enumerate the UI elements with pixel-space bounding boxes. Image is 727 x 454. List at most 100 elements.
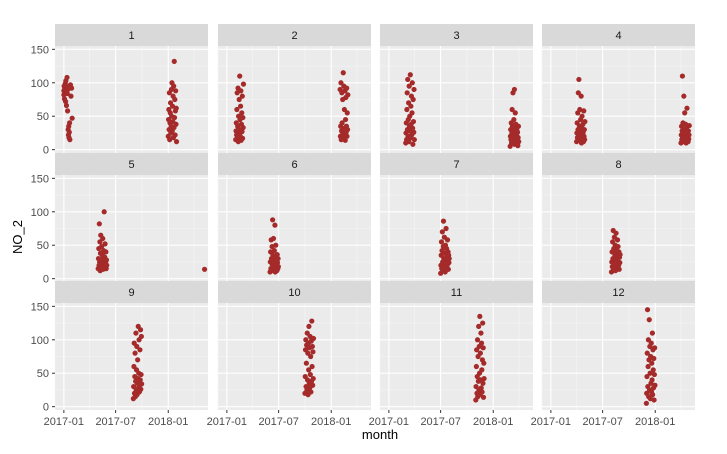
x-tick-label: 2017-07 — [95, 416, 135, 428]
data-point — [138, 333, 144, 340]
data-point — [272, 222, 278, 228]
facet-strip — [218, 153, 371, 175]
data-point — [344, 133, 350, 139]
data-point — [410, 141, 416, 147]
data-point — [438, 239, 445, 245]
data-point — [173, 139, 180, 145]
data-point — [273, 242, 279, 248]
data-point — [582, 118, 588, 125]
data-point — [344, 85, 350, 91]
data-point — [339, 120, 345, 126]
x-axis-title: month — [362, 427, 398, 442]
data-point — [68, 93, 74, 99]
data-point — [345, 92, 351, 98]
data-point — [135, 357, 141, 363]
data-point — [173, 105, 179, 111]
data-point — [446, 255, 452, 262]
facet-strip-label: 8 — [615, 159, 621, 171]
data-point — [306, 367, 312, 373]
data-point — [480, 320, 486, 326]
data-point — [478, 330, 484, 336]
data-point — [103, 257, 110, 263]
facet-strip — [380, 281, 533, 303]
data-point — [344, 110, 350, 116]
facet-strip — [55, 153, 208, 175]
facet-strip-label: 4 — [615, 30, 621, 42]
facet-strip-label: 6 — [291, 159, 297, 171]
facet-panel-10: 10 2017-01 2017-07 2018-01 — [207, 281, 371, 428]
x-tick-label: 2017-01 — [531, 416, 571, 428]
data-point — [201, 266, 208, 272]
data-point — [409, 110, 415, 116]
data-point — [307, 371, 313, 378]
data-point — [480, 345, 486, 351]
data-point — [344, 126, 351, 133]
y-tick-label: 50 — [37, 368, 49, 380]
data-point — [340, 70, 346, 76]
data-point — [69, 115, 75, 121]
data-point — [270, 235, 277, 242]
data-point — [481, 375, 487, 382]
data-point — [686, 132, 692, 138]
data-point — [64, 108, 71, 114]
data-point — [404, 106, 410, 113]
data-point — [651, 355, 657, 362]
data-point — [615, 243, 621, 250]
facet-panel-3: 3 — [379, 24, 533, 153]
data-point — [64, 74, 70, 81]
data-point — [410, 125, 416, 131]
data-point — [511, 86, 518, 93]
data-point — [139, 381, 145, 387]
data-point — [66, 129, 72, 135]
data-point — [303, 360, 309, 366]
x-tick-label: 2017-01 — [44, 416, 84, 428]
x-tick-label: 2017-07 — [582, 416, 622, 428]
data-point — [479, 389, 485, 395]
data-point — [579, 113, 585, 119]
facet-panel-11: 11 2017-01 2017-07 2018-01 — [369, 281, 533, 428]
x-tick-label: 2017-01 — [369, 416, 409, 428]
data-point — [411, 86, 417, 93]
data-point — [342, 116, 349, 123]
data-point — [479, 367, 485, 373]
y-tick-label: 50 — [37, 111, 49, 123]
data-point — [645, 363, 651, 370]
data-point — [310, 335, 317, 342]
data-point — [480, 394, 487, 400]
x-tick-label: 2018-01 — [635, 416, 675, 428]
data-point — [240, 124, 246, 131]
data-point — [270, 217, 276, 223]
facet-strip — [380, 153, 533, 175]
data-point — [582, 137, 588, 143]
data-point — [238, 88, 244, 94]
data-point — [614, 237, 621, 243]
data-point — [686, 122, 692, 129]
data-point — [617, 260, 623, 266]
facet-strip-label: 12 — [612, 287, 624, 299]
data-point — [477, 350, 483, 356]
facet-strip — [55, 24, 208, 46]
data-point — [236, 96, 242, 103]
data-point — [310, 375, 316, 382]
facet-strip-label: 5 — [128, 159, 134, 171]
x-tick-label: 2018-01 — [148, 416, 188, 428]
data-point — [274, 260, 281, 266]
data-point — [133, 330, 139, 336]
facet-strip-label: 7 — [453, 159, 459, 171]
data-point — [310, 349, 316, 355]
data-point — [171, 58, 177, 64]
y-tick-label: 0 — [43, 145, 49, 157]
data-point — [648, 340, 654, 346]
data-point — [577, 106, 583, 113]
data-point — [481, 360, 487, 366]
data-point — [439, 229, 445, 235]
data-point — [644, 350, 650, 356]
y-axis-title: NO_2 — [10, 220, 25, 254]
data-point — [478, 340, 485, 346]
data-point — [685, 128, 692, 134]
data-point — [576, 76, 582, 83]
data-point — [408, 103, 414, 109]
data-point — [275, 264, 281, 270]
data-point — [651, 371, 657, 378]
data-point — [66, 120, 73, 126]
